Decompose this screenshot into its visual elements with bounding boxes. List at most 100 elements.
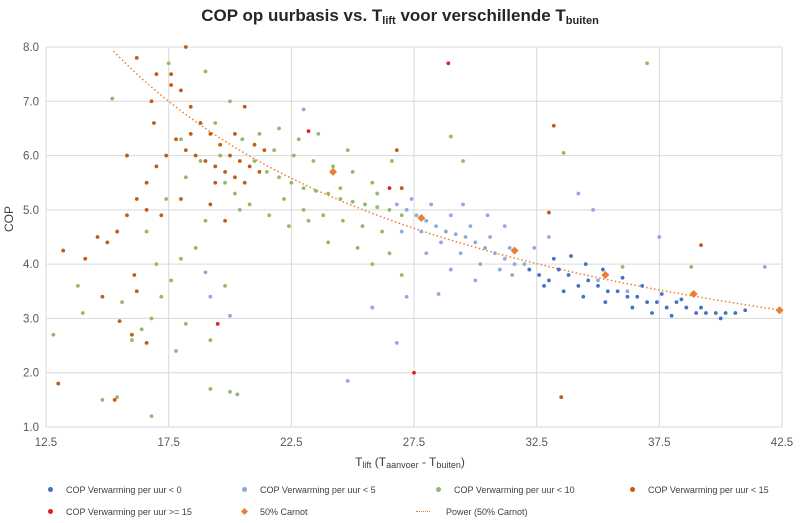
data-point bbox=[159, 213, 164, 218]
data-point bbox=[625, 289, 630, 294]
data-point bbox=[635, 294, 640, 299]
data-point bbox=[718, 316, 723, 321]
data-point bbox=[583, 262, 588, 267]
data-point bbox=[218, 153, 223, 158]
data-point bbox=[743, 308, 748, 313]
data-point bbox=[620, 275, 625, 280]
data-point bbox=[478, 262, 483, 267]
data-point bbox=[443, 229, 448, 234]
data-point bbox=[404, 294, 409, 299]
data-point bbox=[267, 213, 272, 218]
data-point bbox=[679, 297, 684, 302]
data-point bbox=[657, 235, 662, 239]
y-tick-label: 1.0 bbox=[23, 422, 39, 434]
data-point bbox=[547, 278, 551, 283]
data-point bbox=[326, 191, 331, 196]
data-point bbox=[100, 294, 105, 299]
data-point bbox=[144, 207, 149, 212]
data-point bbox=[286, 224, 291, 229]
data-point bbox=[485, 213, 490, 218]
data-point bbox=[120, 300, 124, 305]
data-point bbox=[547, 235, 551, 239]
data-point bbox=[723, 311, 728, 315]
data-point bbox=[179, 197, 183, 201]
data-point bbox=[208, 202, 213, 207]
legend-dot-icon bbox=[626, 485, 640, 495]
data-point bbox=[198, 121, 203, 125]
data-point bbox=[257, 131, 262, 136]
data-point bbox=[154, 164, 159, 169]
data-point bbox=[436, 292, 441, 296]
data-point bbox=[453, 232, 458, 237]
data-point bbox=[203, 270, 208, 275]
data-point bbox=[183, 45, 188, 49]
data-point bbox=[370, 305, 375, 310]
data-point bbox=[95, 235, 100, 239]
data-point bbox=[424, 251, 429, 256]
legend-item-below-15: COP Verwarming per uur < 15 bbox=[626, 485, 769, 495]
data-point bbox=[316, 131, 321, 136]
data-point bbox=[282, 197, 286, 201]
data-point bbox=[242, 180, 247, 185]
data-point bbox=[301, 186, 306, 191]
data-point bbox=[154, 72, 159, 77]
data-point bbox=[488, 235, 492, 239]
data-point bbox=[370, 262, 375, 267]
data-point bbox=[345, 148, 350, 153]
data-point bbox=[502, 256, 507, 261]
data-point bbox=[510, 273, 515, 277]
data-point bbox=[733, 311, 738, 315]
data-point bbox=[164, 153, 169, 158]
data-point bbox=[264, 169, 269, 174]
data-point bbox=[576, 283, 581, 288]
data-point bbox=[247, 164, 252, 169]
data-point bbox=[223, 169, 227, 174]
data-point bbox=[129, 338, 134, 343]
y-tick-label: 2.0 bbox=[23, 368, 39, 380]
data-point bbox=[664, 305, 669, 310]
data-point bbox=[561, 289, 566, 294]
data-point bbox=[208, 338, 213, 343]
data-point bbox=[289, 180, 294, 185]
data-point bbox=[233, 191, 237, 196]
data-point bbox=[497, 267, 502, 272]
y-tick-label: 5.0 bbox=[23, 205, 39, 217]
data-point bbox=[223, 180, 227, 185]
data-point bbox=[473, 240, 478, 245]
data-point bbox=[203, 159, 208, 163]
data-point bbox=[429, 202, 434, 207]
data-point bbox=[233, 131, 237, 136]
data-point bbox=[228, 313, 232, 318]
carnot-point bbox=[329, 167, 338, 176]
data-point bbox=[468, 224, 473, 229]
data-point bbox=[179, 137, 183, 142]
data-point bbox=[542, 283, 546, 288]
legend-dot-icon bbox=[44, 507, 58, 517]
data-point bbox=[596, 283, 600, 288]
y-tick-label: 8.0 bbox=[23, 42, 39, 54]
data-point bbox=[174, 349, 178, 353]
data-point bbox=[215, 321, 220, 326]
data-point bbox=[183, 321, 188, 326]
data-point bbox=[412, 370, 416, 375]
data-point bbox=[188, 104, 193, 109]
data-point bbox=[439, 240, 443, 245]
data-point bbox=[399, 273, 404, 277]
data-point bbox=[125, 213, 129, 218]
data-point bbox=[704, 311, 708, 315]
data-point bbox=[645, 300, 649, 305]
data-point bbox=[625, 294, 630, 299]
data-point bbox=[399, 186, 404, 191]
data-point bbox=[689, 264, 694, 269]
data-point bbox=[134, 289, 139, 294]
data-point bbox=[461, 159, 465, 163]
data-point bbox=[223, 283, 227, 288]
data-point bbox=[193, 245, 198, 250]
data-point bbox=[179, 88, 183, 93]
data-point bbox=[223, 218, 227, 223]
data-point bbox=[537, 273, 542, 277]
data-point bbox=[762, 264, 767, 269]
data-point bbox=[640, 283, 645, 288]
data-point bbox=[375, 205, 380, 210]
data-point bbox=[409, 197, 414, 201]
